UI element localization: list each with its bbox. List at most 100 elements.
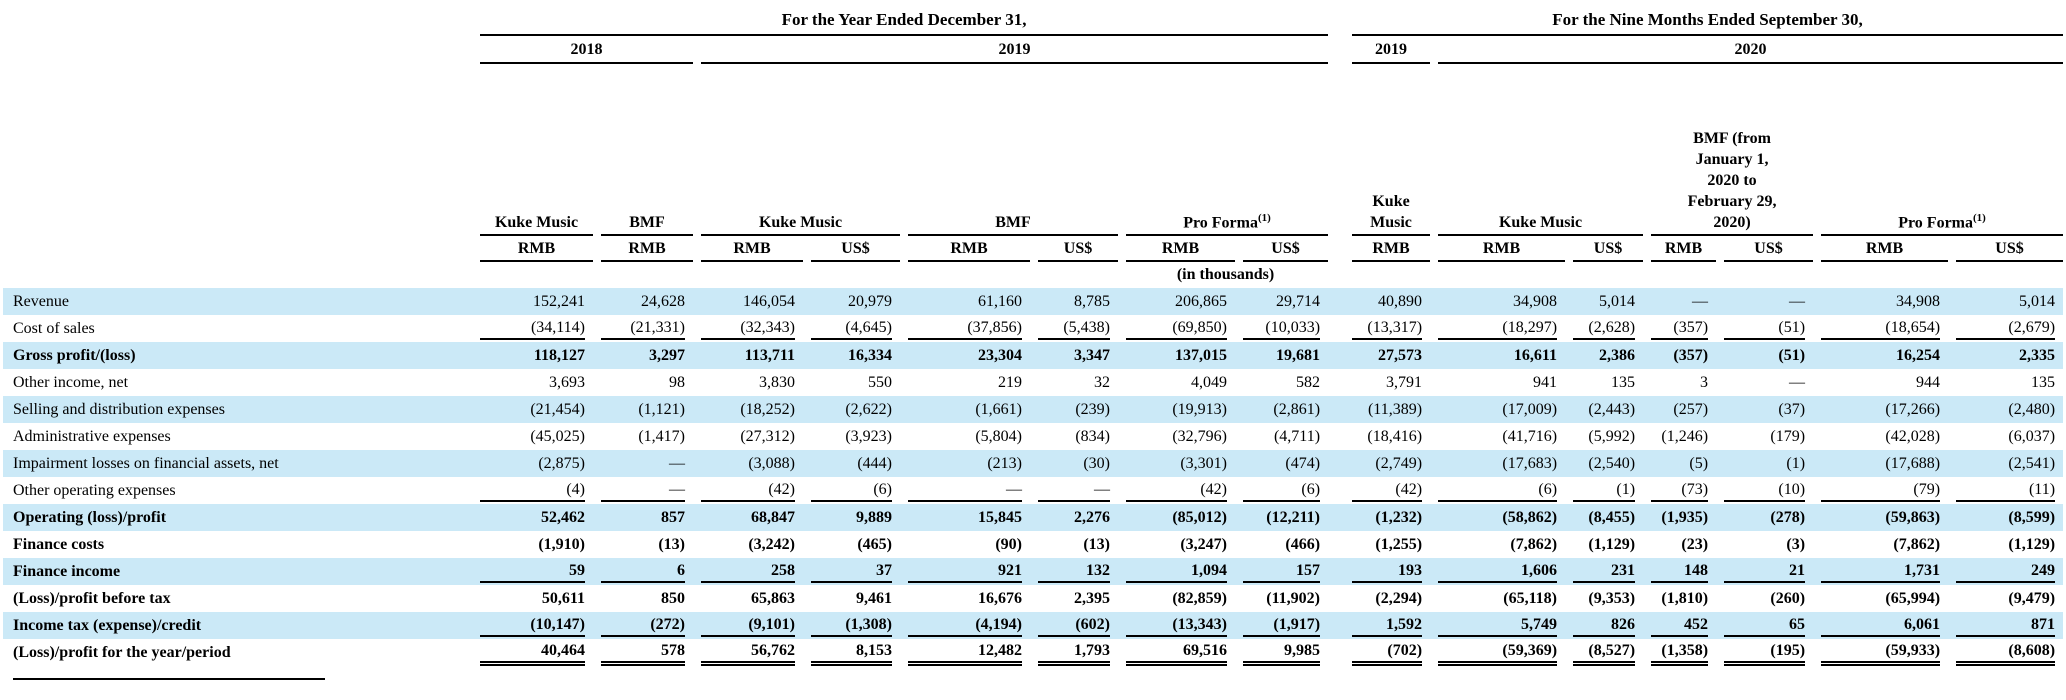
row-label: Income tax (expense)/credit (13, 616, 202, 634)
value-cell: (213) (987, 455, 1022, 472)
value-cell: (42) (1328, 477, 1430, 504)
value-cell: 3,297 (649, 347, 685, 364)
currency-header: RMB (388, 236, 593, 262)
value-cell: 1,606 (1430, 558, 1565, 585)
value-cell: 157 (1235, 558, 1328, 585)
value-cell: — (1692, 293, 1709, 310)
row-label: Other income, net (13, 373, 129, 391)
value-cell: (1,129) (1588, 536, 1636, 553)
value-cell: 3 (1700, 374, 1709, 391)
value-cell: — (1789, 293, 1806, 310)
year-header-row: 2018 2019 2019 2020 (3, 36, 2064, 64)
value-cell: (357) (1673, 347, 1709, 364)
value-cell: 850 (661, 590, 685, 607)
value-cell: (3,301) (1180, 455, 1227, 472)
value-cell: 231 (1565, 558, 1643, 585)
value-cell: (9,101) (693, 612, 803, 639)
value-cell: (59,863) (1885, 509, 1941, 526)
footnote-rule (13, 678, 325, 680)
value-cell: (702) (1328, 639, 1430, 666)
value-cell: (90) (995, 536, 1022, 553)
row-label: Cost of sales (13, 319, 95, 337)
row-label: Finance income (13, 562, 121, 580)
value-cell: (42,028) (1885, 428, 1941, 445)
currency-header: US$ (1565, 236, 1644, 262)
value-cell: (21,454) (530, 401, 585, 418)
period-title-label: For the Year Ended December 31, (480, 8, 1329, 36)
value-cell: (1,121) (638, 401, 685, 418)
spacer-cell (3, 8, 388, 36)
value-cell: (13,317) (1328, 315, 1430, 342)
value-cell: (13) (658, 536, 685, 553)
value-cell: 9,985 (1235, 639, 1328, 666)
value-cell: (239) (1075, 401, 1110, 418)
value-cell: (5) (1689, 455, 1709, 472)
period-title-nine-months: For the Nine Months Ended September 30, (1328, 8, 2064, 36)
row-label: (Loss)/profit before tax (13, 589, 171, 607)
row-label: Other operating expenses (13, 481, 176, 499)
value-cell: (1) (1565, 477, 1643, 504)
value-cell: 2,395 (1074, 590, 1110, 607)
value-cell: 21 (1716, 558, 1813, 585)
table-row: Administrative expenses (45,025) (1,417) (2… (3, 423, 2063, 450)
value-cell: (11,389) (1367, 401, 1423, 418)
value-cell: 5,014 (2019, 293, 2056, 310)
value-cell: (1,910) (538, 536, 585, 553)
value-cell: 582 (1296, 374, 1321, 391)
value-cell: 34,908 (1513, 293, 1558, 310)
value-cell: 249 (1948, 558, 2063, 585)
value-cell: (8,599) (2008, 509, 2056, 526)
value-cell: (2,294) (1375, 590, 1423, 607)
table-body: Revenue 152,241 24,628 146,054 20,979 61,160 8… (3, 288, 2064, 666)
value-cell: 40,890 (1378, 293, 1423, 310)
value-cell: (5,804) (975, 428, 1022, 445)
value-cell: 550 (868, 374, 892, 391)
currency-header: US$ (1235, 236, 1329, 262)
value-cell: (11) (1948, 477, 2063, 504)
value-cell: (3,088) (748, 455, 795, 472)
value-cell: (357) (1643, 315, 1716, 342)
value-cell: 193 (1328, 558, 1430, 585)
value-cell: (59,369) (1430, 639, 1565, 666)
value-cell: 113,711 (744, 347, 795, 364)
value-cell: 24,628 (641, 293, 685, 310)
value-cell: (51) (1778, 347, 1806, 364)
value-cell: 69,516 (1118, 639, 1235, 666)
table-row: Operating (loss)/profit 52,462 857 68,847 9,… (3, 504, 2064, 531)
entity-header-proforma-2019: Pro Forma(1) (1118, 64, 1329, 236)
value-cell: (4) (388, 477, 593, 504)
value-cell: (18,416) (1367, 428, 1423, 445)
value-cell: 65,863 (751, 590, 795, 607)
currency-header: RMB (593, 236, 693, 262)
value-cell: (65,994) (1885, 590, 1941, 607)
value-cell: (834) (1075, 428, 1110, 445)
value-cell: 1,731 (1813, 558, 1948, 585)
year-header-nine-2020: 2020 (1430, 36, 2064, 64)
value-cell: 146,054 (743, 293, 795, 310)
value-cell: 6 (593, 558, 693, 585)
value-cell: 1,094 (1118, 558, 1235, 585)
value-cell: 941 (1533, 374, 1558, 391)
value-cell: (7,862) (1893, 536, 1941, 553)
value-cell: (1,935) (1661, 509, 1709, 526)
value-cell: (2,540) (1588, 455, 1636, 472)
footnote-marker: (1) (1257, 211, 1271, 224)
value-cell: 5,749 (1430, 612, 1565, 639)
entity-header-row: Kuke Music BMF Kuke Music BMF Pro Forma(… (3, 64, 2064, 236)
value-cell: 16,334 (848, 347, 892, 364)
value-cell: 206,865 (1175, 293, 1227, 310)
value-cell: — (593, 477, 693, 504)
value-cell: (32,796) (1172, 428, 1227, 445)
value-cell: 9,889 (856, 509, 892, 526)
table-row: Other income, net 3,693 98 3,830 550 219 32 4,0… (3, 369, 2063, 396)
value-cell: (58,862) (1502, 509, 1558, 526)
value-cell: 135 (1611, 374, 1636, 391)
value-cell: 1,793 (1030, 639, 1118, 666)
value-cell: — (1030, 477, 1118, 504)
value-cell: (51) (1716, 315, 1813, 342)
value-cell: 61,160 (978, 293, 1022, 310)
value-cell: (73) (1643, 477, 1716, 504)
value-cell: 5,014 (1599, 293, 1636, 310)
entity-header-proforma-nine-2020: Pro Forma(1) (1813, 64, 2064, 236)
value-cell: 59 (388, 558, 593, 585)
